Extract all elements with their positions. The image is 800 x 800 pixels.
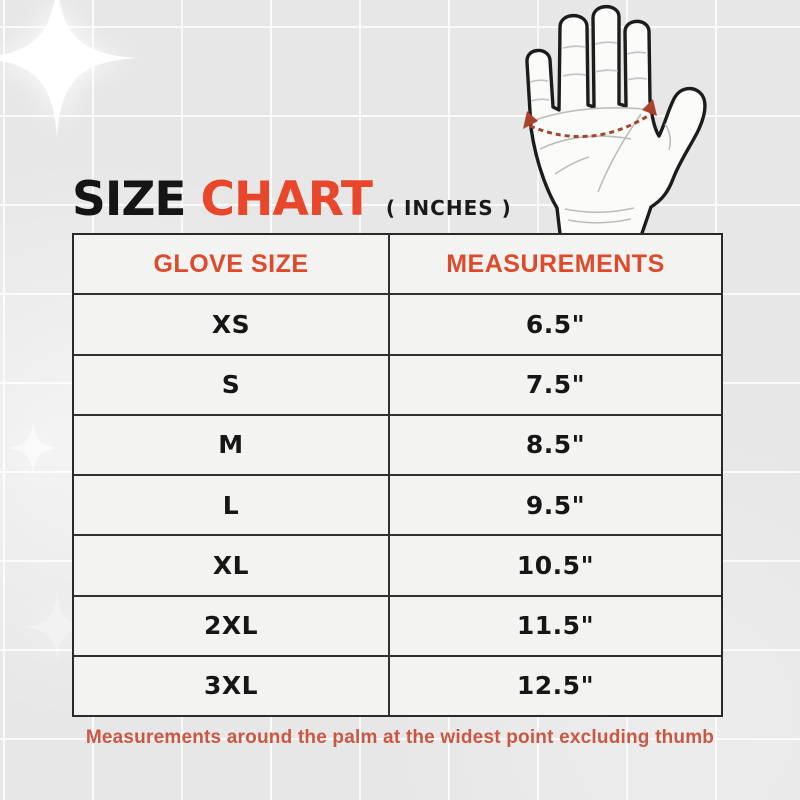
page-title: SIZE CHART ( INCHES )	[72, 176, 512, 223]
measurement-value: 12.5"	[516, 671, 595, 701]
column-header-measurements: MEASUREMENTS	[446, 249, 665, 278]
table-row: M 8.5"	[74, 413, 721, 474]
size-label: 3XL	[74, 656, 390, 715]
size-table: GLOVE SIZE MEASUREMENTS XS 6.5" S 7.5" M…	[72, 233, 723, 717]
size-label: XL	[74, 536, 390, 595]
measurement-value: 11.5"	[516, 611, 595, 641]
size-label: S	[74, 355, 390, 414]
size-label: M	[74, 415, 390, 474]
table-row: XS 6.5"	[74, 293, 721, 354]
sparkle-icon	[3, 418, 63, 478]
measurement-footnote: Measurements around the palm at the wide…	[85, 727, 715, 748]
finger-creases	[529, 41, 648, 102]
measurement-value: 10.5"	[516, 550, 595, 580]
table-row: 3XL 12.5"	[74, 654, 721, 715]
size-label: L	[74, 476, 390, 535]
measurement-arrow-icon	[523, 99, 657, 139]
measurement-value: 9.5"	[525, 490, 586, 520]
table-row: 2XL 11.5"	[74, 594, 721, 655]
title-unit-note: ( INCHES )	[385, 196, 512, 220]
size-label: XS	[74, 295, 390, 354]
title-size: SIZE	[72, 172, 187, 227]
title-chart: CHART	[200, 172, 373, 227]
sparkle-icon	[0, 0, 142, 143]
size-label: 2XL	[74, 596, 390, 655]
column-header-glove-size: GLOVE SIZE	[74, 235, 390, 294]
table-row: XL 10.5"	[74, 534, 721, 595]
table-row: L 9.5"	[74, 474, 721, 535]
table-row: S 7.5"	[74, 353, 721, 414]
measurement-value: 6.5"	[525, 309, 586, 339]
table-header-row: GLOVE SIZE MEASUREMENTS	[74, 235, 721, 294]
measurement-value: 7.5"	[525, 370, 586, 400]
open-palm-hand-icon	[513, 2, 710, 233]
measurement-value: 8.5"	[525, 430, 586, 460]
hand-outline	[525, 4, 707, 233]
sparkle-icon	[20, 590, 94, 664]
